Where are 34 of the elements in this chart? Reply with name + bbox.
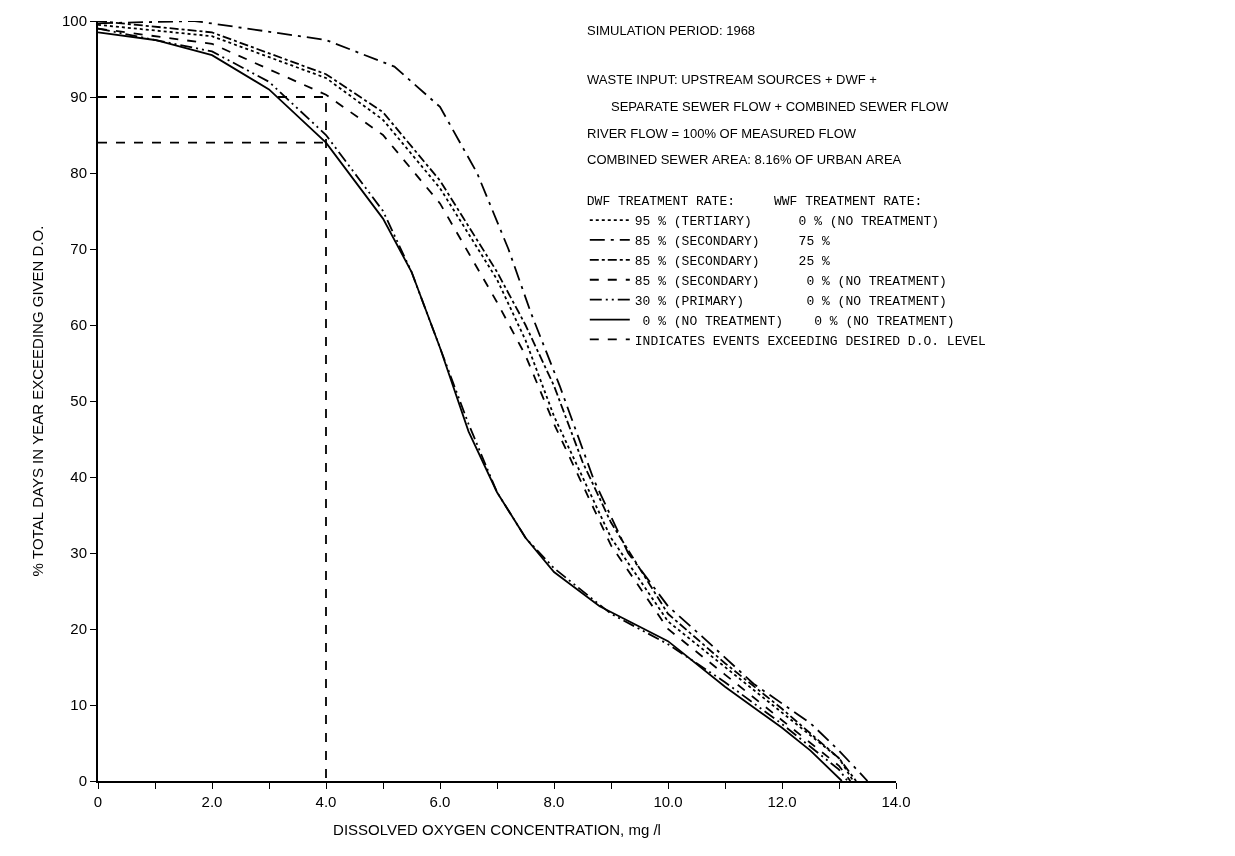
y-tick-label: 40 [70,468,87,486]
legend-label: 95 % (TERTIARY) 0 % (NO TREATMENT) [634,214,940,230]
legend-label: 85 % (SECONDARY) 25 % [634,253,831,269]
y-axis-title: % TOTAL DAYS IN YEAR EXCEEDING GIVEN D.O. [28,225,46,577]
y-tick-label: 10 [70,696,87,714]
y-tick-label: 100 [61,12,87,30]
legend-label: 85 % (SECONDARY) 0 % (NO TREATMENT) [634,273,947,289]
annotation: WASTE INPUT: UPSTREAM SOURCES + DWF + [587,72,877,87]
y-tick-label: 80 [70,164,87,182]
legend-label: 85 % (SECONDARY) 75 % [634,234,831,250]
x-tick-label: 12.0 [767,793,797,810]
y-tick-label: 30 [70,544,87,562]
annotation: SIMULATION PERIOD: 1968 [587,23,756,38]
legend-label: INDICATES EVENTS EXCEEDING DESIRED D.O. LEVEL [634,333,986,349]
x-tick-label: 10.0 [653,793,683,810]
y-tick-label: 70 [70,240,87,258]
x-tick-label: 2.0 [201,793,223,810]
y-tick-label: 50 [70,392,87,410]
legend-label: 30 % (PRIMARY) 0 % (NO TREATMENT) [634,293,947,309]
x-tick-label: 14.0 [881,793,911,810]
y-tick-label: 0 [78,772,87,790]
x-axis-title: DISSOLVED OXYGEN CONCENTRATION, mg /l [333,820,661,838]
x-tick-label: 0 [93,793,103,810]
annotation: SEPARATE SEWER FLOW + COMBINED SEWER FLOW [611,99,949,114]
y-tick-label: 60 [70,316,87,334]
annotation: RIVER FLOW = 100% OF MEASURED FLOW [587,126,857,141]
y-tick-label: 20 [70,620,87,638]
x-tick-label: 6.0 [429,793,451,810]
x-tick-label: 8.0 [543,793,565,810]
legend-label: 0 % (NO TREATMENT) 0 % (NO TREATMENT) [634,313,955,329]
legend-title: DWF TREATMENT RATE: WWF TREATMENT RATE: [586,194,923,210]
x-tick-label: 4.0 [315,793,337,810]
y-tick-label: 90 [70,88,87,106]
annotation: COMBINED SEWER AREA: 8.16% OF URBAN AREA [587,152,902,167]
